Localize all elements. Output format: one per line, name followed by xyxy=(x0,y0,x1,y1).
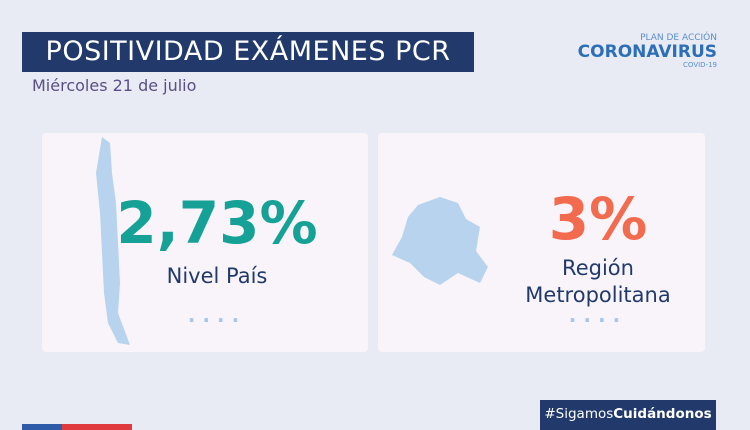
value: 3% xyxy=(548,185,648,253)
logo-top: PLAN DE ACCIÓN xyxy=(640,33,717,43)
logo-sub: COVID-19 xyxy=(683,61,717,69)
dots: .... xyxy=(187,303,247,327)
value: 2,73% xyxy=(116,189,318,257)
flag-red xyxy=(62,424,132,430)
hashtag: #SigamosCuidándonos xyxy=(540,400,716,430)
title: POSITIVIDAD EXÁMENES PCR xyxy=(22,32,474,72)
hashtag-part: Cuidándonos xyxy=(613,406,712,422)
card: 3% Región Metropolitana .... xyxy=(378,133,705,352)
label-line: Metropolitana xyxy=(525,283,671,307)
label-line: Región xyxy=(562,256,634,280)
date: Miércoles 21 de julio xyxy=(32,76,197,95)
label: Región Metropolitana xyxy=(498,255,698,309)
logo-main: CORONAVIRUS xyxy=(577,42,717,62)
dots: .... xyxy=(568,303,628,327)
flag-blue xyxy=(22,424,62,430)
logo: PLAN DE ACCIÓN CORONAVIRUS COVID-19 xyxy=(572,33,717,69)
card: 2,73% Nivel País .... xyxy=(42,133,368,352)
map-region xyxy=(392,197,488,285)
label: Nivel País xyxy=(166,264,268,288)
hashtag-part: #Sigamos xyxy=(544,406,614,422)
map-chile xyxy=(96,137,130,345)
